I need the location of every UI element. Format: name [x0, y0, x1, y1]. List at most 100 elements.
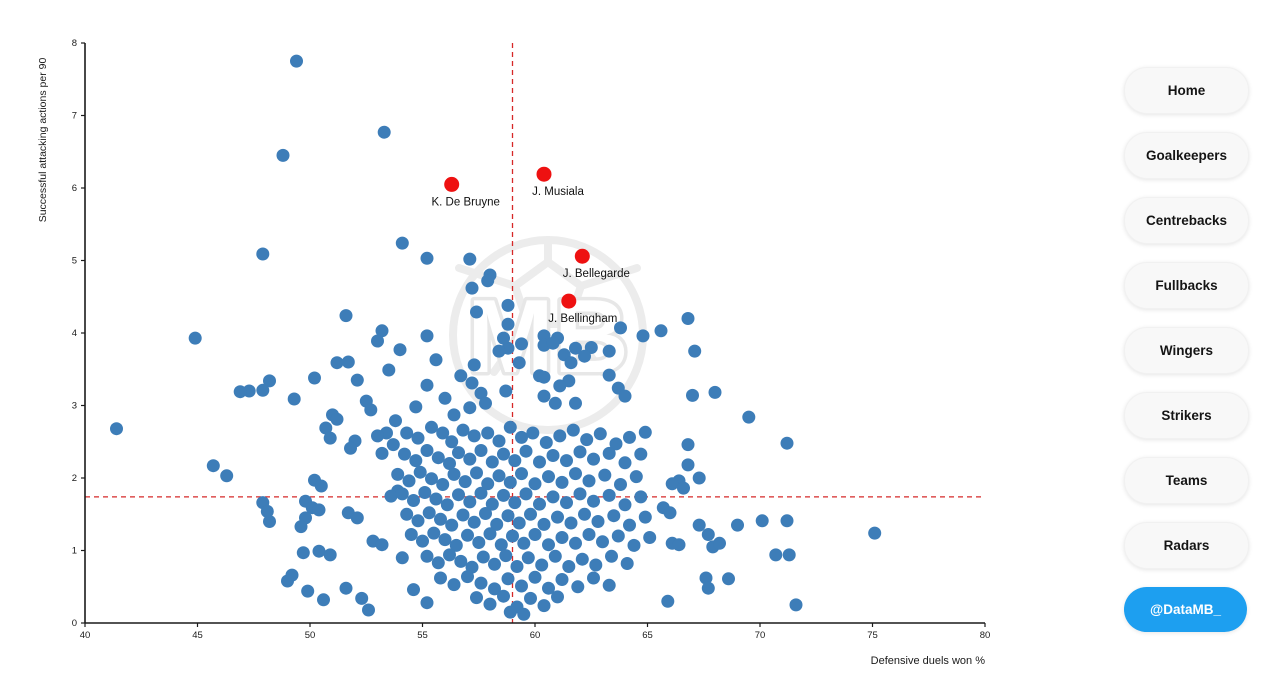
scatter-point: [256, 247, 270, 261]
scatter-point: [546, 490, 560, 504]
scatter-point: [420, 378, 434, 392]
sidebar-button-teams[interactable]: Teams: [1124, 457, 1249, 504]
sidebar-button-home[interactable]: Home: [1124, 67, 1249, 114]
sidebar-button-datamb[interactable]: @DataMB_: [1124, 587, 1247, 632]
scatter-point: [467, 429, 481, 443]
scatter-point: [434, 512, 447, 526]
scatter-point: [263, 374, 276, 388]
scatter-point: [483, 597, 497, 611]
scatter-point: [314, 479, 328, 493]
scatter-point: [463, 452, 477, 466]
scatter-point: [431, 556, 445, 570]
scatter-point: [605, 549, 618, 563]
scatter-point: [517, 607, 531, 621]
x-tick-label: 75: [867, 630, 878, 641]
scatter-point: [497, 589, 510, 603]
scatter-point: [281, 574, 294, 588]
x-tick-label: 45: [192, 630, 203, 641]
sidebar-button-wingers[interactable]: Wingers: [1124, 327, 1249, 374]
y-tick-label: 3: [72, 401, 77, 412]
scatter-point: [526, 426, 540, 440]
scatter-point: [427, 526, 441, 540]
sidebar-button-strikers[interactable]: Strikers: [1124, 392, 1249, 439]
scatter-point: [555, 475, 569, 489]
scatter-point: [501, 317, 515, 331]
scatter-point: [339, 309, 353, 323]
scatter-point: [404, 528, 418, 541]
scatter-point: [537, 329, 551, 343]
highlight-label: J. Musiala: [532, 186, 584, 198]
scatter-point: [535, 558, 549, 572]
scatter-point: [508, 454, 522, 468]
scatter-point: [560, 454, 573, 468]
scatter-point: [449, 538, 463, 552]
scatter-point: [452, 488, 465, 502]
scatter-point: [868, 526, 882, 540]
scatter-point: [528, 570, 542, 584]
scatter-point: [485, 497, 499, 511]
scatter-point: [481, 426, 495, 440]
scatter-point: [614, 321, 627, 335]
sidebar-button-centrebacks[interactable]: Centrebacks: [1124, 197, 1249, 244]
scatter-point: [344, 441, 357, 455]
scatter-point: [488, 557, 501, 571]
scatter-point: [447, 408, 461, 422]
scatter-point: [587, 452, 600, 466]
scatter-point: [551, 590, 564, 604]
sidebar-button-radars[interactable]: Radars: [1124, 522, 1249, 569]
scatter-point: [375, 538, 389, 552]
scatter-point: [553, 379, 567, 393]
scatter-point: [420, 329, 434, 343]
scatter-point: [296, 546, 310, 560]
y-tick-label: 2: [72, 473, 77, 484]
scatter-point: [681, 438, 695, 452]
scatter-point: [364, 403, 378, 417]
scatter-point: [755, 514, 769, 528]
scatter-point: [411, 431, 425, 445]
scatter-point: [722, 572, 735, 586]
scatter-point: [519, 487, 533, 501]
scatter-point: [515, 467, 528, 481]
scatter-point: [515, 579, 528, 593]
sidebar-button-goalkeepers[interactable]: Goalkeepers: [1124, 132, 1249, 179]
scatter-point: [501, 572, 515, 586]
scatter-point: [578, 507, 591, 521]
scatter-point: [497, 331, 510, 345]
scatter-point: [485, 455, 499, 469]
scatter-point: [686, 388, 699, 402]
scatter-point: [634, 490, 648, 504]
x-tick-label: 40: [80, 630, 91, 641]
scatter-point: [537, 599, 551, 613]
scatter-point: [492, 344, 506, 358]
scatter-point: [420, 444, 434, 457]
scatter-point: [382, 363, 396, 377]
scatter-point: [672, 538, 686, 552]
scatter-point: [524, 591, 537, 605]
scatter-point: [607, 509, 621, 523]
scatter-point: [503, 420, 517, 434]
y-axis-label: Successful attacking actions per 90: [37, 58, 49, 223]
scatter-point: [663, 506, 677, 520]
scatter-point: [582, 528, 596, 541]
scatter-point: [400, 426, 414, 440]
scatter-point: [602, 488, 616, 502]
scatter-point: [422, 506, 436, 520]
scatter-point: [503, 475, 517, 489]
scatter-point: [573, 445, 587, 459]
scatter-point: [290, 54, 303, 68]
scatter-point: [188, 331, 202, 345]
scatter-point: [494, 538, 508, 552]
sidebar-button-fullbacks[interactable]: Fullbacks: [1124, 262, 1249, 309]
scatter-point: [629, 470, 643, 484]
scatter-point: [602, 578, 616, 592]
scatter-point: [418, 486, 432, 499]
scatter-point: [350, 373, 364, 387]
scatter-point: [555, 573, 569, 586]
scatter-point: [627, 538, 641, 552]
scatter-point: [263, 515, 276, 528]
scatter-points: [110, 54, 882, 621]
scatter-point: [470, 466, 483, 480]
scatter-point: [618, 389, 632, 403]
scatter-point: [276, 148, 290, 162]
scatter-point: [769, 548, 783, 562]
